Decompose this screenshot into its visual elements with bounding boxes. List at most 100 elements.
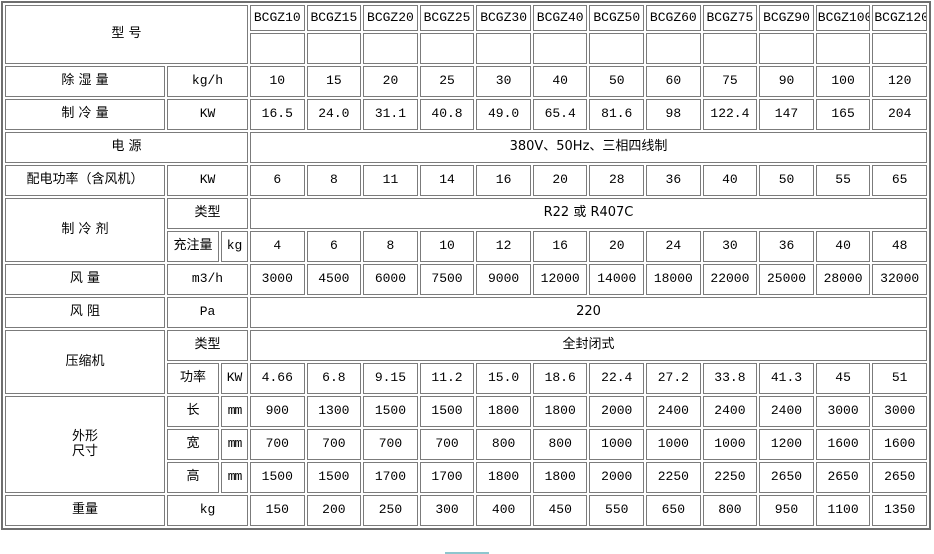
spacer-cell <box>532 33 588 64</box>
value-cell: 1800 <box>532 396 588 427</box>
model-header-cell: BCGZ120 <box>872 5 927 31</box>
value-cell: 9000 <box>476 264 531 295</box>
model-header-cell: BCGZ60 <box>646 5 701 31</box>
spec-table: 型 号 BCGZ10 BCGZ15 BCGZ20 BCGZ25 BCGZ30 BCGZ40 B… <box>1 1 931 530</box>
value-cell: 30 <box>476 66 531 97</box>
table-row: 充注量 kg 4 6 8 10 12 16 20 24 30 36 40 48 <box>5 231 927 262</box>
table-row <box>5 33 927 64</box>
value-cell: 18000 <box>646 264 701 295</box>
value-cell: 450 <box>532 495 588 526</box>
value-cell: 1500 <box>419 396 475 427</box>
table-row: 功率 KW 4.66 6.8 9.15 11.2 15.0 18.6 22.4 27.2 33.8 4… <box>5 363 927 394</box>
sub-label-cell: 类型 <box>167 330 248 361</box>
value-cell: 98 <box>646 99 701 130</box>
sub-label-cell: 长 <box>167 396 219 427</box>
value-cell: 30 <box>702 231 758 262</box>
models-label-cell: 型 号 <box>5 5 248 64</box>
value-cell: 165 <box>815 99 871 130</box>
value-cell: 800 <box>532 429 588 460</box>
value-cell: 20 <box>363 66 418 97</box>
value-cell: 2250 <box>646 462 701 493</box>
spacer-cell <box>589 33 645 64</box>
value-cell: 51 <box>872 363 927 394</box>
value-cell: 27.2 <box>646 363 701 394</box>
unit-cell: kg/h <box>167 66 248 97</box>
value-cell: 20 <box>589 231 645 262</box>
value-cell: 33.8 <box>702 363 758 394</box>
value-cell: 31.1 <box>363 99 418 130</box>
value-cell: 65 <box>872 165 927 196</box>
table-row: 重量 kg 150 200 250 300 400 450 550 650 800 950 1100 13… <box>5 495 927 526</box>
value-cell: 32000 <box>872 264 927 295</box>
table-row: 除 湿 量 kg/h 10 15 20 25 30 40 50 60 75 90 100 120 <box>5 66 927 97</box>
spec-label-cell: 重量 <box>5 495 165 526</box>
spacer-cell <box>646 33 701 64</box>
spacer-cell <box>872 33 927 64</box>
value-cell: 48 <box>872 231 927 262</box>
table-row: 型 号 BCGZ10 BCGZ15 BCGZ20 BCGZ25 BCGZ30 BCGZ40 B… <box>5 5 927 64</box>
value-cell: 900 <box>250 396 305 427</box>
value-cell: 25 <box>419 66 475 97</box>
sub-label-cell: 宽 <box>167 429 219 460</box>
value-cell: 75 <box>702 66 758 97</box>
value-cell: 2250 <box>702 462 758 493</box>
merged-value-cell: 220 <box>250 297 927 328</box>
value-cell: 1500 <box>306 462 362 493</box>
value-cell: 25000 <box>759 264 814 295</box>
merged-value-cell: 380V、50Hz、三相四线制 <box>250 132 927 163</box>
value-cell: 14 <box>419 165 475 196</box>
value-cell: 1800 <box>476 396 531 427</box>
value-cell: 2400 <box>759 396 814 427</box>
spacer-cell <box>250 33 305 64</box>
value-cell: 24.0 <box>306 99 362 130</box>
model-header-cell: BCGZ100 <box>815 5 871 31</box>
value-cell: 800 <box>476 429 531 460</box>
value-cell: 2000 <box>589 462 645 493</box>
value-cell: 122.4 <box>702 99 758 130</box>
value-cell: 700 <box>419 429 475 460</box>
value-cell: 36 <box>646 165 701 196</box>
value-cell: 650 <box>646 495 701 526</box>
unit-cell: KW <box>167 165 248 196</box>
value-cell: 50 <box>759 165 814 196</box>
value-cell: 800 <box>702 495 758 526</box>
value-cell: 20 <box>532 165 588 196</box>
value-cell: 36 <box>759 231 814 262</box>
spec-label-cell: 风 阻 <box>5 297 165 328</box>
value-cell: 11 <box>363 165 418 196</box>
value-cell: 4 <box>250 231 305 262</box>
spec-label-cell: 配电功率（含风机） <box>5 165 165 196</box>
table-row: 风 阻 Pa 220 <box>5 297 927 328</box>
model-header-cell: BCGZ10 <box>250 5 305 31</box>
value-cell: 1700 <box>363 462 418 493</box>
value-cell: 65.4 <box>532 99 588 130</box>
value-cell: 15 <box>306 66 362 97</box>
value-cell: 700 <box>250 429 305 460</box>
value-cell: 1000 <box>702 429 758 460</box>
value-cell: 250 <box>363 495 418 526</box>
value-cell: 1600 <box>872 429 927 460</box>
value-cell: 1300 <box>306 396 362 427</box>
spec-label-cell: 制 冷 量 <box>5 99 165 130</box>
value-cell: 14000 <box>589 264 645 295</box>
value-cell: 3000 <box>815 396 871 427</box>
value-cell: 10 <box>419 231 475 262</box>
value-cell: 1700 <box>419 462 475 493</box>
model-header-cell: BCGZ20 <box>363 5 418 31</box>
spacer-cell <box>759 33 814 64</box>
spacer-cell <box>815 33 871 64</box>
scrollbar-thumb[interactable] <box>445 552 489 554</box>
value-cell: 200 <box>306 495 362 526</box>
merged-value-cell: 全封闭式 <box>250 330 927 361</box>
value-cell: 1500 <box>250 462 305 493</box>
table-row: 宽 mm 700 700 700 700 800 800 1000 1000 1000 1200 160… <box>5 429 927 460</box>
value-cell: 950 <box>759 495 814 526</box>
model-header-cell: BCGZ75 <box>702 5 758 31</box>
value-cell: 1000 <box>589 429 645 460</box>
unit-cell: mm <box>221 429 248 460</box>
value-cell: 40 <box>815 231 871 262</box>
value-cell: 11.2 <box>419 363 475 394</box>
value-cell: 4500 <box>306 264 362 295</box>
sub-label-cell: 充注量 <box>167 231 219 262</box>
